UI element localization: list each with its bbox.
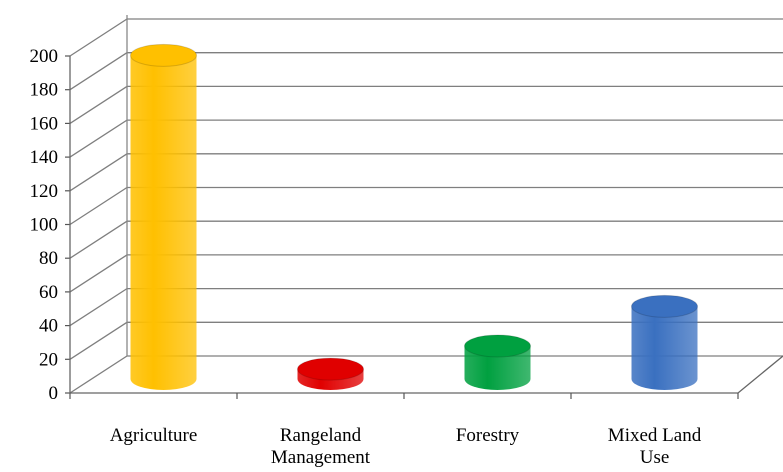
y-tick-label: 120 — [30, 181, 59, 202]
axes — [65, 15, 783, 399]
x-tick-labels: Agriculture Rangeland Management Forestry Mi… — [110, 425, 702, 468]
bar — [130, 43, 197, 391]
y-tick-label: 60 — [39, 282, 58, 303]
y-tick-label: 100 — [30, 215, 59, 236]
bar-top — [130, 43, 197, 67]
bar — [631, 294, 698, 391]
y-tick-label: 200 — [30, 46, 59, 67]
x-tick-label: Mixed Land Use — [608, 425, 702, 468]
y-tick-label: 40 — [39, 316, 58, 337]
x-tick-label: Rangeland Management — [271, 425, 371, 468]
bar-body — [130, 55, 197, 391]
bar-body — [631, 306, 698, 391]
x-tick-label: Forestry — [456, 425, 520, 446]
bar-top — [297, 357, 364, 381]
y-tick-label: 160 — [30, 113, 59, 134]
bars — [130, 43, 698, 391]
y-tick-label: 0 — [49, 383, 59, 404]
bar-body — [464, 345, 531, 391]
y-tick-label: 20 — [39, 349, 58, 370]
bar — [297, 357, 364, 391]
x-tick-label: Agriculture — [110, 425, 198, 446]
bar-top — [464, 334, 531, 358]
y-tick-label: 140 — [30, 147, 59, 168]
y-tick-label: 180 — [30, 80, 59, 101]
y-tick-label: 80 — [39, 248, 58, 269]
bar — [464, 334, 531, 391]
bar-top — [631, 294, 698, 318]
y-tick-labels: 0 20 40 60 80 100 120 140 160 180 200 — [30, 46, 59, 404]
